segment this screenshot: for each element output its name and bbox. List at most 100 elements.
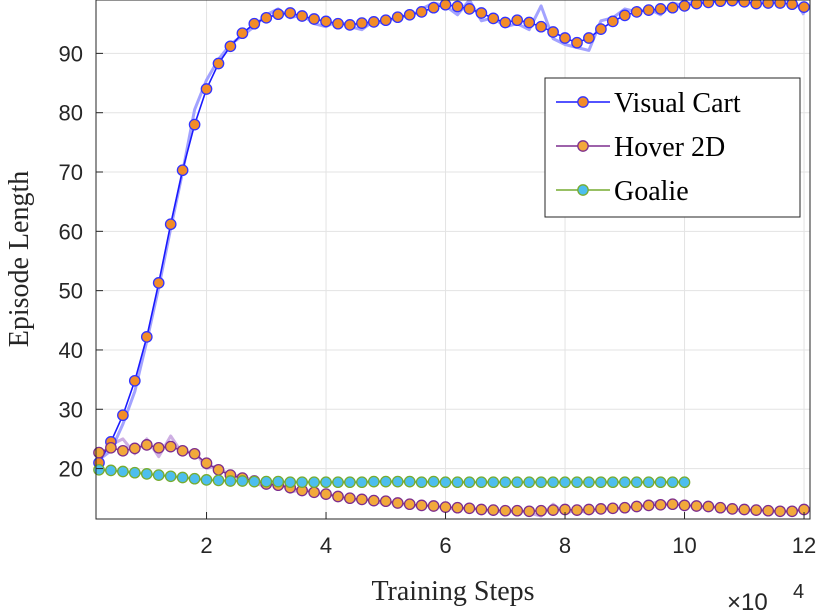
visual-cart-point bbox=[738, 0, 751, 8]
visual-cart-point bbox=[379, 14, 392, 27]
goalie-point bbox=[93, 463, 105, 476]
y-tick-label: 90 bbox=[59, 41, 83, 66]
hover-2d-point bbox=[738, 503, 751, 516]
visual-cart-point bbox=[176, 164, 189, 177]
visual-cart-point bbox=[571, 36, 583, 49]
goalie-point bbox=[379, 475, 392, 488]
visual-cart-point bbox=[332, 17, 344, 30]
legend-label-visual-cart: Visual Cart bbox=[614, 88, 741, 119]
visual-cart-point bbox=[320, 15, 332, 28]
hover-2d-point bbox=[762, 504, 775, 517]
y-tick-label: 50 bbox=[59, 279, 83, 304]
hover-2d-point bbox=[128, 442, 141, 455]
y-tick-label: 20 bbox=[59, 457, 83, 482]
x-tick-label: 10 bbox=[672, 533, 696, 558]
goalie-point bbox=[284, 476, 297, 489]
goalie-point bbox=[606, 476, 619, 489]
x-axis-multiplier-exponent: 4 bbox=[793, 581, 804, 603]
goalie-point bbox=[463, 476, 476, 489]
x-tick-label: 4 bbox=[320, 533, 332, 558]
goalie-point bbox=[678, 476, 691, 489]
hover-2d-point bbox=[427, 500, 440, 512]
visual-cart-point bbox=[344, 19, 356, 31]
x-tick-label: 2 bbox=[200, 533, 212, 558]
hover-2d-point bbox=[356, 493, 368, 506]
plot-frame bbox=[95, 0, 811, 520]
goalie-point bbox=[547, 476, 559, 489]
hover-2d-point bbox=[212, 463, 225, 476]
y-axis-label: Episode Length bbox=[4, 171, 35, 348]
hover-2d-series bbox=[93, 439, 810, 518]
goalie-point bbox=[391, 475, 404, 488]
visual-cart-point bbox=[654, 3, 667, 15]
goalie-point bbox=[523, 476, 536, 489]
hover-2d-point bbox=[678, 499, 691, 512]
hover-2d-point bbox=[164, 440, 177, 453]
goalie-point bbox=[511, 476, 524, 489]
visual-cart-point bbox=[188, 118, 201, 131]
hover-2d-point bbox=[714, 501, 727, 514]
y-tick-label: 80 bbox=[59, 101, 83, 126]
x-axis-multiplier: ×10 bbox=[727, 589, 768, 613]
visual-cart-point bbox=[726, 0, 739, 7]
goalie-point bbox=[200, 474, 213, 486]
hover-2d-point bbox=[666, 498, 679, 511]
hover-2d-point bbox=[152, 441, 165, 454]
hover-2d-point bbox=[200, 457, 213, 470]
axis-ticks: 2 4 6 8 10 12 20 30 40 50 60 70 80 90 bbox=[59, 41, 817, 558]
goalie-point bbox=[248, 475, 261, 488]
visual-cart-point bbox=[236, 27, 249, 40]
legend-label-goalie: Goalie bbox=[614, 176, 689, 207]
hover-2d-point bbox=[475, 503, 488, 516]
visual-cart-point bbox=[630, 6, 643, 18]
x-tick-label: 6 bbox=[439, 533, 451, 558]
visual-cart-point bbox=[762, 0, 775, 9]
hover-2d-point bbox=[642, 499, 655, 512]
visual-cart-point bbox=[750, 0, 763, 10]
visual-cart-point bbox=[499, 16, 512, 29]
visual-cart-point bbox=[200, 83, 213, 95]
hover-2d-point bbox=[391, 497, 404, 509]
visual-cart-point bbox=[248, 17, 261, 30]
visual-cart-point bbox=[272, 8, 285, 21]
hover-2d-point bbox=[332, 490, 344, 503]
goalie-point bbox=[224, 475, 237, 487]
hover-2d-point bbox=[547, 504, 559, 516]
hover-2d-point bbox=[403, 498, 416, 511]
hover-2d-point bbox=[308, 486, 320, 499]
goalie-series bbox=[93, 463, 691, 489]
visual-cart-point bbox=[702, 0, 715, 9]
hover-2d-point bbox=[176, 444, 189, 457]
visual-cart-point bbox=[164, 218, 177, 231]
goalie-point bbox=[212, 474, 225, 487]
visual-cart-point bbox=[583, 32, 595, 44]
visual-cart-point bbox=[308, 13, 320, 25]
hover-2d-point bbox=[774, 505, 786, 518]
goalie-point bbox=[451, 476, 464, 489]
goalie-point bbox=[559, 476, 571, 489]
hover-2d-point bbox=[140, 439, 153, 451]
legend-marker-hover-2d bbox=[577, 140, 589, 152]
hover-2d-point bbox=[618, 501, 631, 514]
legend-marker-visual-cart bbox=[577, 96, 589, 108]
visual-cart-point bbox=[415, 6, 428, 18]
smoothed-series bbox=[93, 0, 810, 518]
visual-cart-point bbox=[224, 40, 237, 53]
hover-2d-point bbox=[93, 446, 105, 459]
visual-cart-point bbox=[547, 26, 559, 38]
goalie-point bbox=[642, 476, 655, 489]
goalie-point bbox=[475, 476, 488, 489]
hover-2d-point bbox=[690, 500, 703, 512]
visual-cart-point bbox=[523, 16, 536, 29]
hover-2d-point bbox=[571, 504, 583, 516]
hover-2d-point bbox=[786, 505, 798, 518]
hover-2d-point bbox=[726, 503, 739, 515]
goalie-point bbox=[499, 476, 512, 489]
hover-2d-point bbox=[367, 494, 380, 507]
visual-cart-point bbox=[117, 409, 129, 422]
visual-cart-point bbox=[475, 7, 488, 19]
goalie-point bbox=[128, 466, 141, 479]
visual-cart-point bbox=[296, 10, 308, 22]
visual-cart-point bbox=[774, 0, 786, 9]
